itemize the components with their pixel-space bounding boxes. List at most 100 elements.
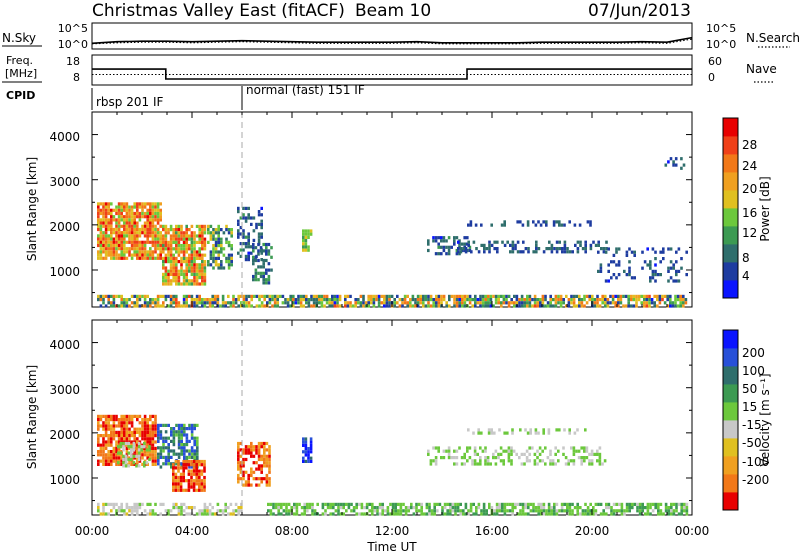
vel-cells-cell-1 (119, 445, 123, 449)
vel-cells-cell-3 (177, 463, 180, 467)
power-cells-cell-5 (307, 232, 310, 236)
vel-cells-cell-8 (332, 502, 335, 506)
power-cells-cell-10 (615, 276, 618, 280)
vel-cells-cell-8 (399, 509, 403, 513)
power-cells-cell-11 (411, 298, 415, 302)
vel-cells-cell-9 (151, 509, 155, 513)
noise-frame (91, 22, 693, 50)
power-cells-cell-11 (578, 298, 581, 302)
vel-cells-cell-4 (242, 448, 245, 452)
vel-cells-cell-8 (391, 502, 395, 506)
power-cells-cell-11 (201, 301, 204, 305)
power-cells-cell-7 (524, 247, 528, 251)
vel-cells-cell-8 (563, 509, 566, 513)
vel-cells-cell-0 (120, 427, 123, 431)
vel-cells-cell-6 (518, 456, 521, 460)
power-cells-cell-11 (214, 294, 217, 298)
power-cells-cell-4 (252, 274, 255, 279)
vel-cells-cell-9 (240, 502, 243, 506)
vel-cells-cell-0 (104, 456, 108, 460)
vel-cells-cell-6 (564, 462, 568, 466)
power-cells-cell-0 (104, 237, 108, 241)
power-cells-cell-7 (511, 243, 515, 247)
vel-cells-cell-8 (519, 509, 522, 513)
vel-cells-cell-8 (581, 509, 585, 513)
power-cells-cell-11 (375, 298, 378, 302)
power-cells-cell-8 (503, 223, 506, 227)
power-cells-cell-7 (522, 250, 525, 254)
vel-cells-cell-6 (455, 449, 459, 453)
power-cells-cell-11 (526, 304, 529, 308)
vel-cells-cell-0 (99, 453, 103, 457)
power-cells-cell-1 (180, 231, 183, 235)
vel-cells-cell-8 (514, 506, 517, 510)
power-cells-cell-11 (323, 294, 326, 298)
power-cells-cell-0 (154, 243, 157, 248)
vel-cells-cell-7 (519, 428, 522, 432)
vel-cells-cell-0 (102, 456, 105, 460)
vel-cells-cell-4 (255, 467, 258, 471)
power-cells-cell-0 (138, 256, 142, 260)
vel-cells-cell-0 (149, 424, 152, 428)
power-cells-cell-0 (149, 211, 152, 216)
power-cells-cell-11 (294, 301, 298, 305)
power-cells-cell-11 (273, 304, 277, 308)
power-cells-cell-11 (151, 298, 155, 302)
power-cells-cell-8 (578, 223, 582, 227)
power-cells-cell-11 (149, 298, 152, 302)
vel-cells-cell-8 (664, 509, 668, 513)
vel-cells-cell-0 (117, 430, 121, 434)
vel-cells-cell-0 (133, 462, 136, 466)
power-cells-cell-10 (662, 250, 665, 254)
power-frame (91, 111, 693, 308)
vel-cells-cell-1 (145, 461, 149, 465)
vel-cells-cell-8 (685, 509, 689, 513)
power-cells-cell-11 (133, 301, 136, 305)
vel-cells-cell-8 (443, 506, 447, 510)
power-cells-cell-0 (138, 227, 142, 232)
power-cells-cell-0 (146, 250, 149, 254)
power-cells-cell-7 (511, 240, 515, 244)
power-cells-cell-11 (492, 294, 495, 298)
power-cells-cell-1 (169, 269, 173, 273)
power-cells-cell-7 (555, 240, 559, 244)
power-cells-cell-11 (676, 298, 680, 302)
power-cells-cell-11 (377, 304, 381, 308)
power-cells-cell-3 (237, 222, 240, 226)
power-cells-cell-9 (672, 160, 675, 164)
vel-cells-cell-6 (507, 459, 511, 463)
vel-cells-cell-5 (304, 443, 308, 447)
power-cells-cell-11 (559, 298, 563, 302)
power-cells-cell-11 (307, 304, 311, 308)
vel-cells-cell-6 (471, 459, 474, 463)
power-cells-cell-7 (459, 247, 463, 251)
power-cells-cell-5 (302, 245, 305, 249)
vel-cells-cell-4 (237, 473, 240, 478)
vel-cells-cell-0 (154, 430, 157, 434)
vel-cells-cell-9 (224, 502, 227, 506)
vel-cells-cell-4 (247, 451, 250, 455)
power-cells-cell-0 (143, 231, 147, 235)
power-cells-cell-0 (99, 227, 103, 232)
power-cells-cell-0 (133, 218, 136, 222)
power-cells-cell-11 (450, 294, 454, 298)
vel-cells-cell-8 (410, 502, 413, 506)
power-cells-cell-3 (247, 254, 250, 258)
power-cells-cell-3 (237, 232, 240, 236)
vel-cells-cell-8 (394, 502, 397, 506)
vel-cells-cell-9 (237, 512, 240, 516)
vel-cells-cell-8 (490, 506, 494, 510)
vel-cells-cell-6 (492, 456, 495, 460)
power-cells-cell-11 (364, 304, 368, 308)
vel-cells-cell-2 (183, 423, 186, 427)
vel-cells-cell-6 (512, 449, 516, 453)
vel-cells-cell-8 (482, 509, 486, 513)
vel-cells-cell-3 (192, 479, 196, 483)
power-cells-cell-11 (682, 298, 685, 302)
vel-cells-cell-4 (250, 441, 253, 446)
power-cells-cell-1 (185, 263, 188, 267)
power-cells-cell-11 (185, 298, 188, 302)
power-cells-cell-11 (526, 301, 529, 305)
vel-cells-cell-9 (224, 509, 227, 513)
vel-cells-cell-0 (110, 414, 113, 418)
